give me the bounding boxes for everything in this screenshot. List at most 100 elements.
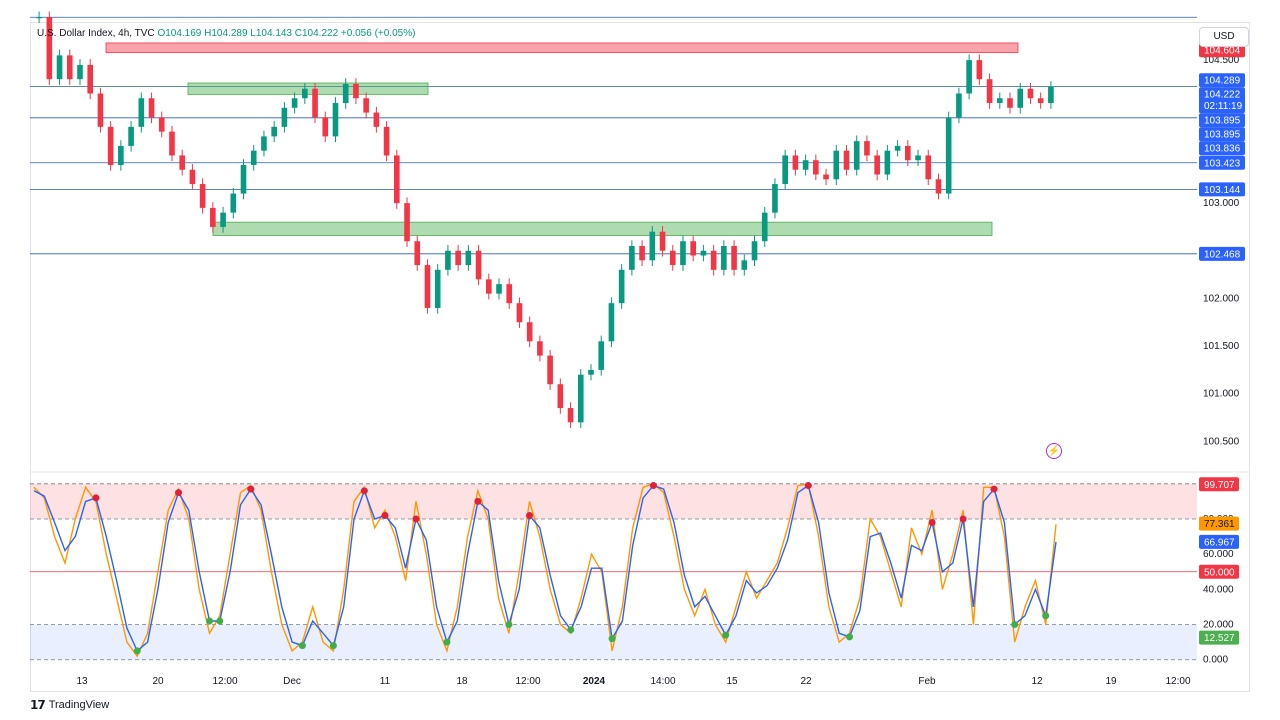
candle	[966, 60, 972, 94]
candle	[986, 79, 993, 104]
oversold-dot	[329, 642, 337, 650]
candle	[567, 408, 574, 423]
candle	[639, 246, 645, 261]
candle	[669, 250, 676, 266]
overbought-dot	[412, 515, 420, 523]
candle	[210, 207, 216, 227]
candle	[629, 246, 635, 270]
price-tick-label: 100.500	[1203, 436, 1240, 447]
osc-price-label-box	[1199, 630, 1239, 645]
candle	[322, 117, 329, 137]
candle	[77, 64, 83, 80]
candle	[577, 374, 584, 423]
candle	[894, 145, 901, 151]
candle	[138, 98, 145, 127]
candle	[772, 184, 778, 213]
oversold-dot	[846, 633, 854, 641]
overbought-dot	[526, 511, 534, 519]
candle	[475, 250, 482, 280]
oversold-dot	[443, 638, 451, 646]
x-tick-label: 20	[152, 676, 164, 687]
price-tick-label: 104.500	[1203, 55, 1240, 66]
candle	[128, 126, 134, 146]
supply-zone-0	[105, 42, 1019, 53]
candle	[751, 241, 758, 261]
candle	[547, 355, 553, 385]
candle	[904, 145, 911, 161]
candle	[884, 150, 891, 175]
candle	[199, 184, 206, 208]
x-tick-label: 12:00	[515, 676, 540, 687]
candle	[710, 250, 717, 270]
candle	[148, 98, 155, 118]
symbol-legend: U.S. Dollar Index, 4h, TVC O104.169 H104…	[37, 28, 415, 39]
candle	[506, 284, 513, 304]
candle	[792, 155, 799, 170]
price-label-box	[1199, 246, 1245, 261]
overbought-dot	[247, 485, 255, 493]
candle	[434, 269, 441, 308]
overbought-dot	[381, 511, 389, 519]
tradingview-logo-icon: 𝟭𝟳	[30, 698, 46, 712]
currency-button[interactable]: USD	[1199, 27, 1249, 47]
candle	[843, 150, 850, 170]
candle	[823, 174, 829, 180]
candle	[915, 155, 921, 161]
oversold-dot	[1011, 621, 1019, 629]
candle	[996, 98, 1003, 104]
candle	[925, 155, 932, 180]
x-tick-label: 11	[380, 676, 391, 687]
osc-tick-label: 40.000	[1203, 584, 1234, 595]
oversold-dot	[1042, 612, 1050, 620]
candle	[813, 160, 819, 175]
candle	[332, 103, 339, 137]
x-tick-label: 18	[456, 676, 468, 687]
x-tick-label: 13	[76, 676, 88, 687]
brand-label: TradingView	[48, 699, 110, 711]
candle	[1048, 86, 1054, 104]
candle	[312, 88, 318, 118]
price-label-box	[1199, 113, 1245, 128]
x-tick-label: 2024	[583, 676, 606, 687]
candle	[1007, 98, 1013, 108]
candle	[250, 150, 257, 165]
tradingview-brand: 𝟭𝟳 TradingView	[30, 698, 109, 712]
candle	[945, 117, 952, 194]
candle	[291, 98, 298, 108]
candle	[271, 126, 277, 137]
candle	[46, 17, 53, 80]
lightning-icon[interactable]: ⚡	[1046, 443, 1062, 459]
candle	[342, 83, 349, 104]
candle	[56, 55, 63, 80]
candle	[608, 303, 615, 342]
symbol-title[interactable]: U.S. Dollar Index, 4h, TVC	[37, 28, 155, 39]
candle	[956, 93, 962, 118]
candle	[690, 241, 697, 256]
osc-tick-label: 0.000	[1203, 655, 1228, 666]
candle	[465, 250, 472, 266]
candle	[424, 265, 431, 308]
candle	[261, 136, 267, 151]
x-tick-label: Feb	[918, 676, 936, 687]
osc-price-label: 66.967	[1204, 537, 1235, 548]
candle	[169, 131, 175, 156]
candle	[158, 117, 165, 132]
candle	[649, 231, 656, 261]
candle	[220, 212, 226, 227]
x-tick-label: 19	[1105, 676, 1117, 687]
candle	[97, 93, 104, 127]
x-tick-label: Dec	[283, 676, 301, 687]
x-tick-label: 12:00	[212, 676, 237, 687]
candle	[496, 284, 502, 294]
candle	[741, 260, 748, 270]
candle	[189, 169, 196, 185]
candle	[230, 193, 237, 213]
oversold-dot	[722, 631, 730, 639]
overbought-dot	[360, 487, 368, 495]
candle	[874, 155, 880, 175]
price-label: 103.144	[1204, 185, 1241, 196]
candle	[87, 64, 94, 94]
candle	[516, 303, 523, 323]
osc-price-label-box	[1199, 516, 1239, 531]
